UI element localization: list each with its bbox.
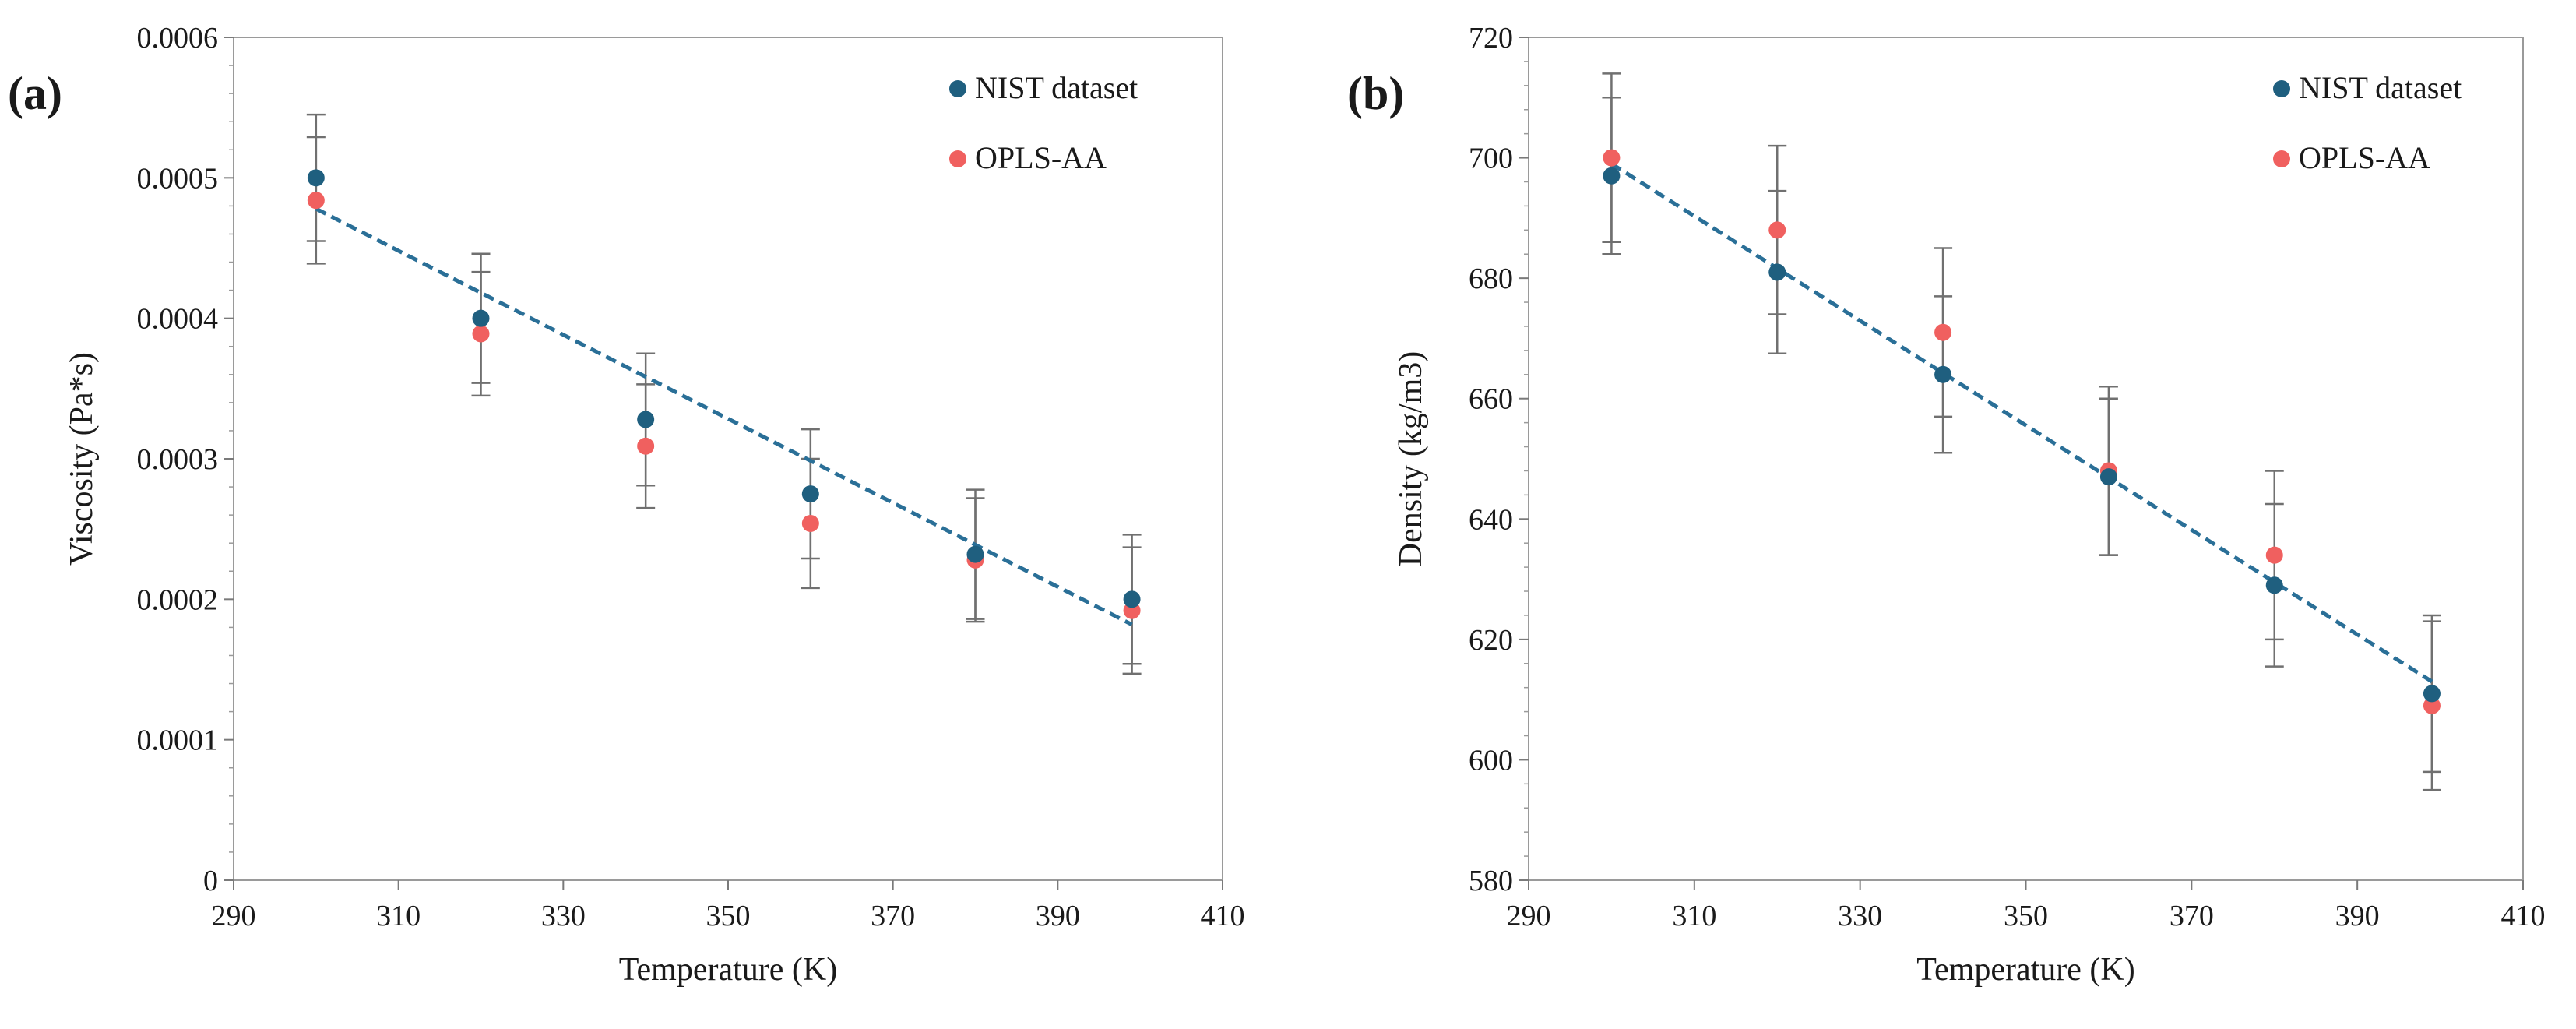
x-tick-label: 390 <box>1036 900 1080 932</box>
y-tick-label: 0.0002 <box>137 583 219 616</box>
x-tick-label: 370 <box>2170 900 2214 932</box>
data-point-opls <box>2423 696 2441 714</box>
data-point-opls <box>801 514 819 532</box>
data-point-nist <box>307 169 325 187</box>
data-point-nist <box>801 485 819 503</box>
data-point-nist <box>966 545 984 563</box>
x-axis-title: Temperature (K) <box>619 952 837 988</box>
y-tick-label: 0 <box>203 865 218 897</box>
legend-marker-opls <box>2273 150 2290 167</box>
legend-label-nist: NIST dataset <box>2299 70 2462 105</box>
x-tick-label: 290 <box>1507 900 1551 932</box>
y-tick-label: 660 <box>1469 383 1513 416</box>
data-point-opls <box>307 192 325 210</box>
chart-panel-a: 0 0.0001 0.0002 0.0003 0.0004 0.0005 0.0006 290… <box>8 22 1245 988</box>
x-axis-title: Temperature (K) <box>1916 952 2134 988</box>
data-point-nist <box>2099 468 2117 486</box>
legend-marker-nist <box>949 80 966 97</box>
legend-marker-opls <box>949 150 966 167</box>
y-tick-label: 0.0005 <box>137 162 219 195</box>
data-point-opls <box>1768 221 1786 239</box>
y-tick-label: 600 <box>1469 744 1513 777</box>
x-tick-label: 310 <box>376 900 421 932</box>
y-tick-label: 620 <box>1469 624 1513 657</box>
data-point-opls <box>2265 546 2283 564</box>
y-tick-label: 680 <box>1469 263 1513 295</box>
data-point-nist <box>1934 365 1952 383</box>
data-point-nist <box>1768 263 1786 281</box>
y-tick-label: 700 <box>1469 143 1513 175</box>
data-point-nist <box>2265 576 2283 594</box>
y-tick-label: 0.0001 <box>137 724 219 757</box>
x-tick-label: 290 <box>212 900 256 932</box>
x-tick-label: 350 <box>2004 900 2048 932</box>
trendline <box>315 206 1133 627</box>
x-tick-label: 410 <box>1201 900 1245 932</box>
x-tick-label: 370 <box>871 900 915 932</box>
y-tick-label: 0.0004 <box>137 303 219 336</box>
legend-label-nist: NIST dataset <box>975 70 1138 105</box>
legend-label-opls: OPLS-AA <box>2299 140 2430 175</box>
panel-label: (a) <box>8 68 62 119</box>
data-point-opls <box>1934 323 1952 341</box>
y-tick-label: 720 <box>1469 22 1513 55</box>
x-tick-label: 310 <box>1672 900 1716 932</box>
data-point-nist <box>637 411 655 428</box>
y-tick-label: 580 <box>1469 865 1513 897</box>
data-point-nist <box>1123 590 1141 608</box>
data-point-opls <box>637 437 655 455</box>
x-tick-label: 330 <box>1838 900 1882 932</box>
y-tick-label: 0.0003 <box>137 443 219 476</box>
x-tick-label: 330 <box>541 900 586 932</box>
data-point-nist <box>472 309 490 327</box>
y-tick-label: 0.0006 <box>137 22 219 55</box>
data-point-nist <box>2423 685 2441 703</box>
chart-panel-b: 580 600 620 640 660 680 700 720 290 310 330 350 370 3… <box>1347 22 2546 988</box>
trendline <box>1610 162 2433 684</box>
panel-label: (b) <box>1347 68 1404 119</box>
x-tick-label: 350 <box>706 900 751 932</box>
legend-marker-nist <box>2273 80 2290 97</box>
y-axis-title: Viscosity (Pa*s) <box>64 352 100 566</box>
y-tick-label: 640 <box>1469 503 1513 536</box>
y-axis-title: Density (kg/m3) <box>1393 351 1429 566</box>
x-tick-label: 410 <box>2501 900 2546 932</box>
data-point-opls <box>1603 149 1621 167</box>
x-tick-label: 390 <box>2335 900 2380 932</box>
legend-label-opls: OPLS-AA <box>975 140 1107 175</box>
data-point-opls <box>472 325 490 343</box>
data-point-nist <box>1603 167 1621 185</box>
